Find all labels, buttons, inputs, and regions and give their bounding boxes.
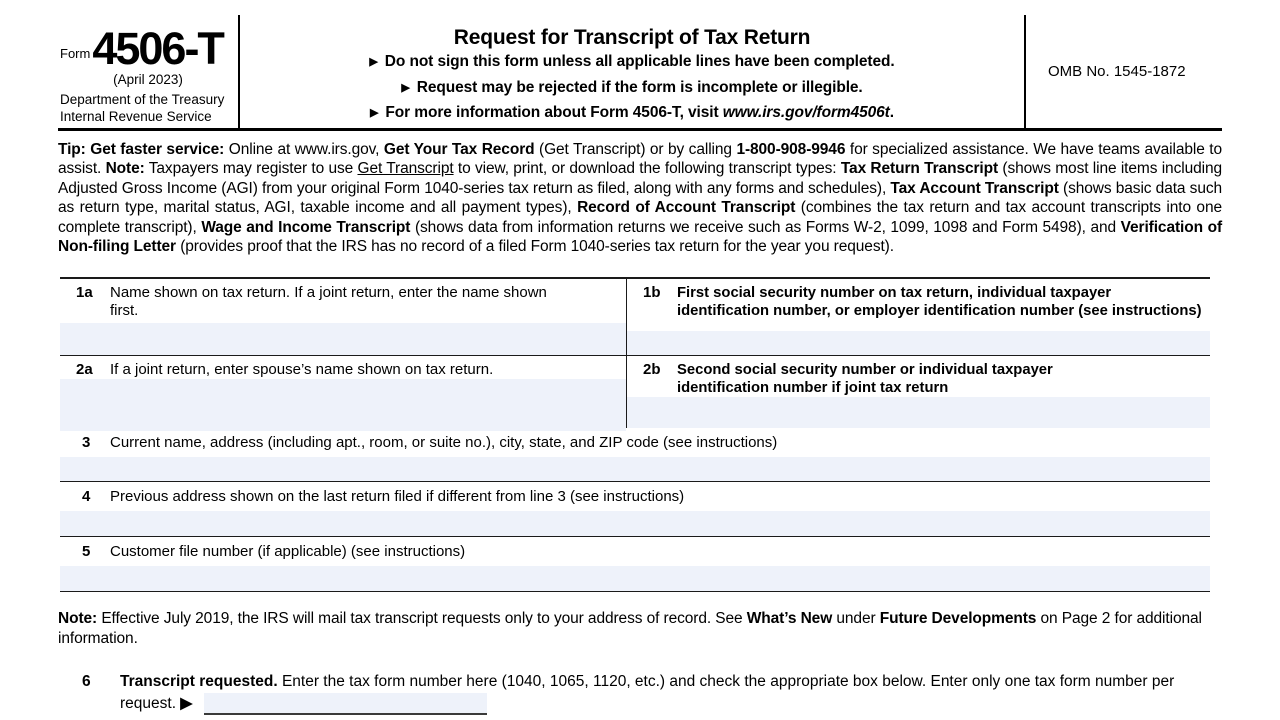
line-6-number: 6 [82,673,91,691]
line-1b-number: 1b [643,284,661,302]
form-word: Form [60,45,91,61]
line-2b-cell: 2b Second social security number or indi… [627,356,1210,429]
table-row: 3 Current name, address (including apt.,… [60,428,1210,483]
line-2a-text: If a joint return, enter spouse’s name s… [110,361,494,379]
line-3-text: Current name, address (including apt., r… [110,434,778,452]
line-1a-label: 1a Name shown on tax return. If a joint … [60,279,626,323]
line-6-tax-form-input[interactable] [204,692,488,715]
right-arrow-icon: ▶ [370,107,379,119]
form-header: Form 4506-T (April 2023) Department of t… [58,15,1222,131]
line-5-label: 5 Customer file number (if applicable) (… [60,537,1210,566]
line-3-input[interactable] [60,457,1210,482]
form-number: 4506-T [92,23,225,74]
line-1b-input[interactable] [627,331,1210,356]
line-2b-input[interactable] [627,397,1210,429]
line-1a-input[interactable] [60,323,626,356]
right-arrow-icon: ▶ [369,56,378,68]
omb-block: OMB No. 1545-1872 [1026,15,1222,128]
header-instruction-1-text: Do not sign this form unless all applica… [384,53,895,70]
line-2b-label: 2b Second social security number or indi… [627,356,1210,397]
line-5-text: Customer file number (if applicable) (se… [110,543,466,561]
line-1b-label: 1b First social security number on tax r… [627,279,1210,331]
line-4-text: Previous address shown on the last retur… [110,488,685,506]
line-6-label: Transcript requested. Enter the tax form… [120,671,1222,715]
line-2b-number: 2b [643,361,661,379]
line-4-input[interactable] [60,511,1210,537]
line-1b-text: First social security number on tax retu… [677,285,1202,320]
form-identity-block: Form 4506-T (April 2023) Department of t… [58,15,240,128]
agency-line-2: Internal Revenue Service [60,108,212,124]
line-2a-number: 2a [76,361,93,379]
line-3-label: 3 Current name, address (including apt.,… [60,428,1210,457]
line-3-number: 3 [82,434,91,452]
header-instruction-2: ▶ Request may be rejected if the form is … [240,76,1024,102]
line-6-section: 6 Transcript requested. Enter the tax fo… [58,671,1222,715]
form-revision-date: (April 2023) [113,71,183,87]
line-4-label: 4 Previous address shown on the last ret… [60,482,1210,511]
note-paragraph: Note: Effective July 2019, the IRS will … [58,610,1202,647]
line-2a-label: 2a If a joint return, enter spouse’s nam… [60,356,626,379]
header-instruction-3: ▶ For more information about Form 4506-T,… [240,101,1024,127]
line-1b-cell: 1b First social security number on tax r… [627,279,1210,356]
page-title: Request for Transcript of Tax Return [453,26,811,49]
line-6-text: Transcript requested. Enter the tax form… [120,673,1175,712]
form-fields-table: 1a Name shown on tax return. If a joint … [60,277,1210,593]
header-instruction-2-text: Request may be rejected if the form is i… [416,78,863,96]
line-1a-number: 1a [76,284,93,302]
table-row: 1a Name shown on tax return. If a joint … [60,279,1210,357]
agency-line-1: Department of the Treasury [60,92,225,108]
line-2b-text: Second social security number or individ… [677,362,1053,397]
line-1a-cell: 1a Name shown on tax return. If a joint … [60,279,627,356]
line-5-number: 5 [82,543,91,561]
line-5-input[interactable] [60,566,1210,592]
table-row: 5 Customer file number (if applicable) (… [60,537,1210,593]
line-2a-cell: 2a If a joint return, enter spouse’s nam… [60,356,627,432]
table-row: 2a If a joint return, enter spouse’s nam… [60,356,1210,432]
agency-name: Department of the Treasury Internal Reve… [60,92,232,125]
tip-paragraph: Tip: Get faster service: Online at www.i… [58,141,1223,256]
line-4-number: 4 [82,488,91,506]
header-instruction-1: ▶ Do not sign this form unless all applic… [240,50,1024,76]
right-arrow-icon: ▶ [401,81,410,94]
form-title-block: Request for Transcript of Tax Return ▶ Do… [240,15,1026,128]
line-2a-input[interactable] [60,379,626,432]
header-instruction-3-text: For more information about Form 4506-T, … [385,104,894,121]
line-1a-text: Name shown on tax return. If a joint ret… [110,284,547,320]
omb-number: OMB No. 1545-1872 [1048,63,1186,80]
table-row: 4 Previous address shown on the last ret… [60,482,1210,538]
